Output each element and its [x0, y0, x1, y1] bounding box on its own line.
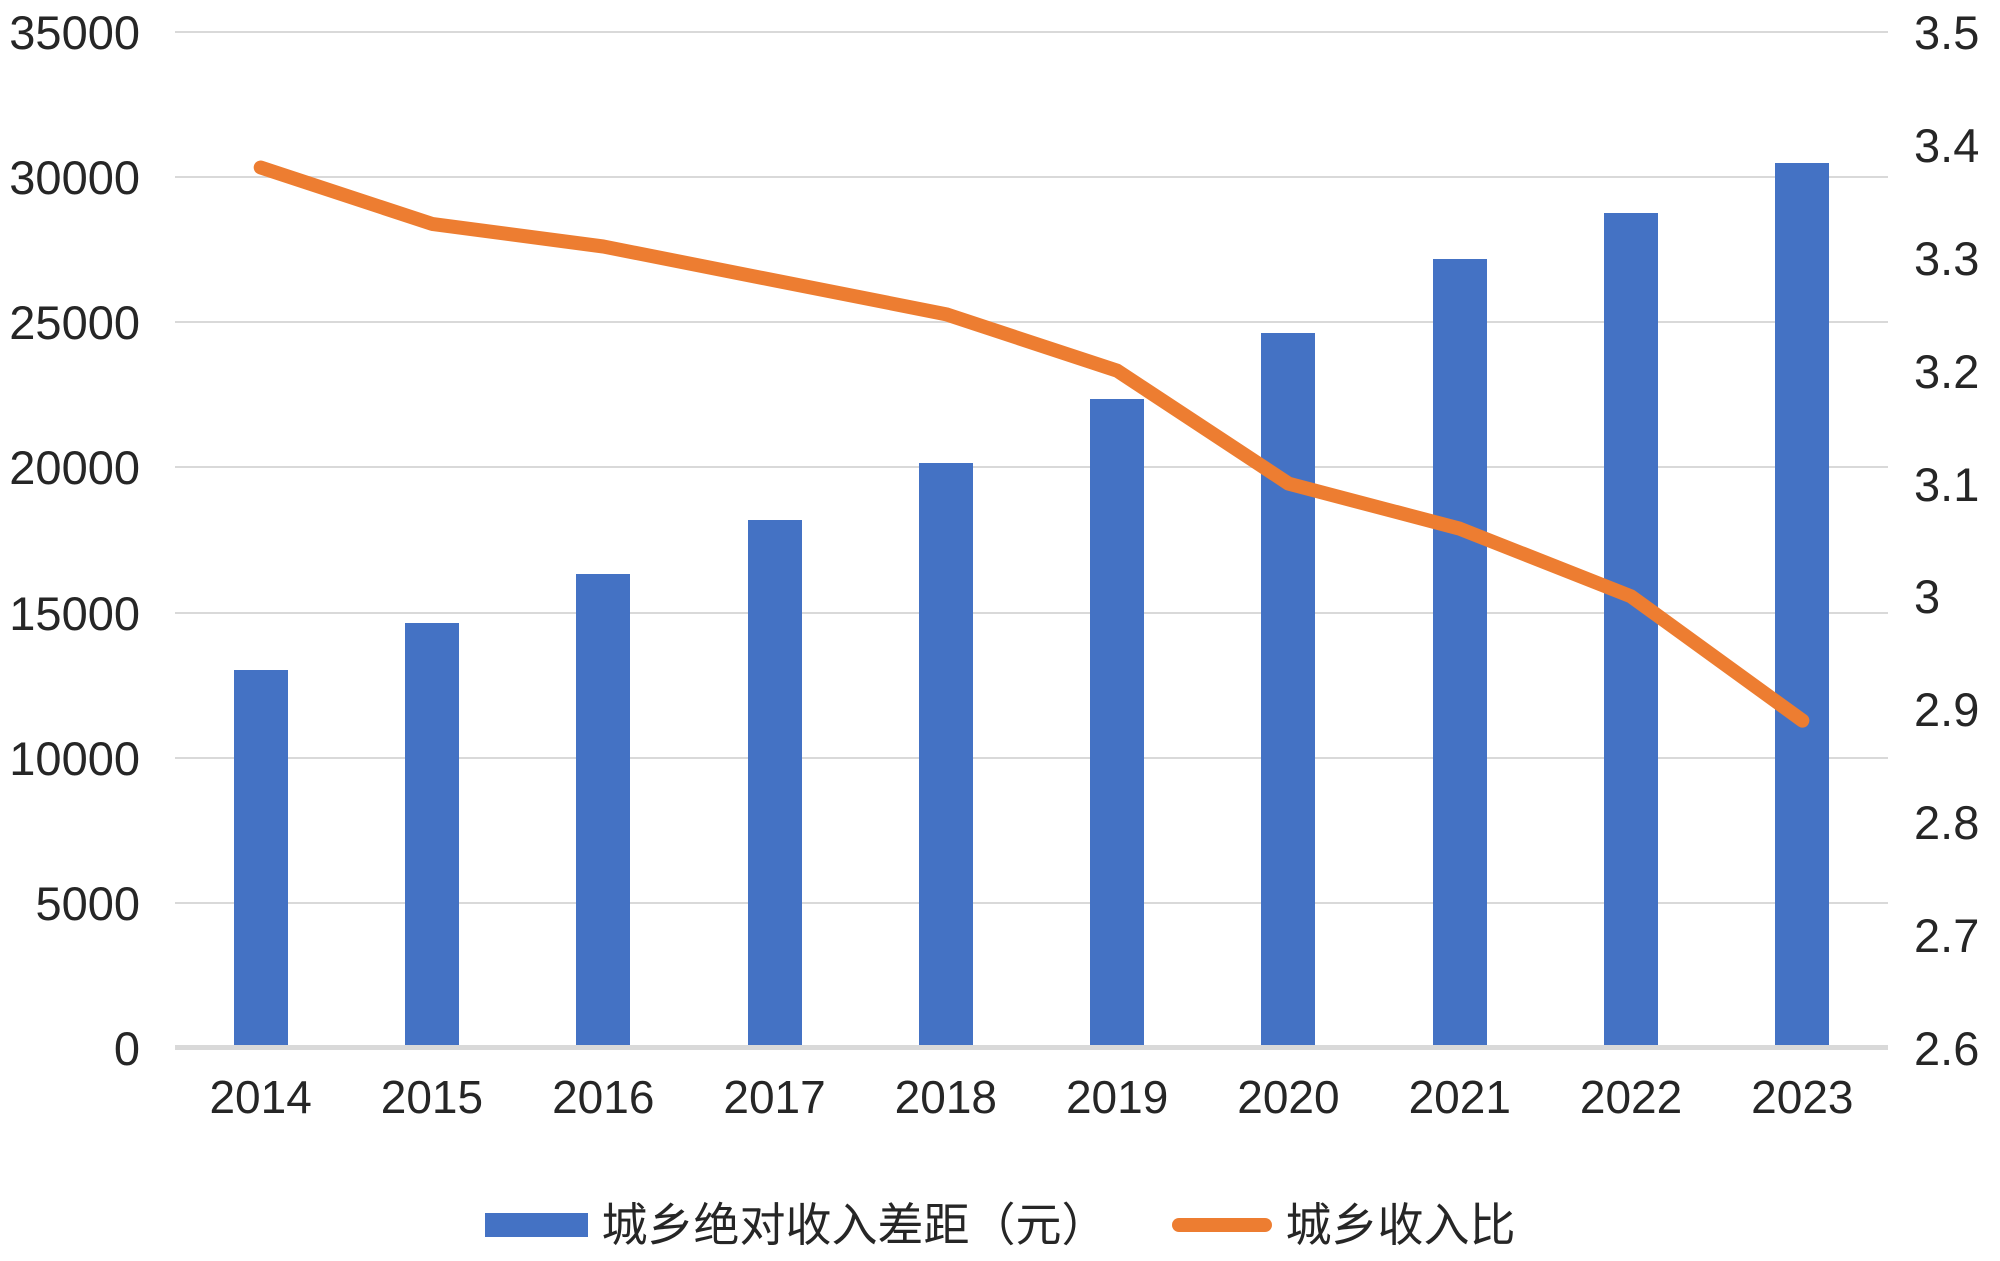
legend-label-income-ratio: 城乡收入比: [1285, 1199, 1516, 1251]
bar-2023: [1775, 162, 1830, 1048]
right-axis-tick-3.1: 3.1: [1914, 457, 1980, 511]
ratio-line-layer: [253, 160, 1810, 728]
legend-label-income-gap: 城乡绝对收入差距（元）: [601, 1199, 1108, 1251]
left-axis-tick-20000: 20000: [9, 441, 140, 495]
x-axis-tick-2019: 2019: [1065, 1071, 1169, 1123]
x-axis-tick-2023: 2023: [1751, 1071, 1854, 1123]
right-axis-tick-2.8: 2.8: [1914, 796, 1980, 850]
right-axis-tick-3.5: 3.5: [1914, 6, 1980, 59]
right-axis-tick-3: 3: [1914, 570, 1941, 624]
bar-2019: [1090, 398, 1145, 1048]
left-axis-tick-0: 0: [113, 1022, 140, 1075]
gridline-25000: [175, 321, 1888, 324]
gridline-20000: [175, 466, 1888, 469]
gridline-5000: [175, 901, 1888, 904]
legend-item-income-gap: 城乡绝对收入差距（元）: [484, 1198, 1108, 1252]
x-axis-tick-2020: 2020: [1237, 1071, 1340, 1123]
x-axis-tick-2015: 2015: [380, 1071, 484, 1123]
bar-2015: [404, 623, 459, 1048]
left-axis-tick-35000: 35000: [9, 6, 140, 59]
right-axis-tick-3.4: 3.4: [1914, 118, 1980, 172]
left-axis-tick-10000: 10000: [9, 731, 140, 785]
gridline-35000: [175, 31, 1888, 33]
x-axis-tick-2018: 2018: [894, 1071, 998, 1123]
left-axis-tick-15000: 15000: [9, 586, 140, 640]
legend-item-income-ratio: 城乡收入比: [1171, 1198, 1516, 1252]
bar-2016: [576, 573, 631, 1048]
gridline-30000: [175, 176, 1888, 179]
bar-2017: [747, 519, 802, 1048]
bar-2021: [1432, 259, 1487, 1048]
bar-2018: [918, 463, 973, 1048]
gridline-10000: [175, 756, 1888, 759]
x-axis-line: [175, 1045, 1888, 1050]
x-axis-tick-2021: 2021: [1408, 1071, 1511, 1123]
bar-2014: [233, 670, 288, 1048]
right-axis-tick-3.3: 3.3: [1914, 231, 1980, 285]
right-axis-tick-2.9: 2.9: [1914, 683, 1980, 737]
left-axis-tick-30000: 30000: [9, 151, 140, 205]
right-axis-tick-2.6: 2.6: [1914, 1022, 1980, 1075]
legend: 城乡绝对收入差距（元） 城乡收入比: [0, 1198, 2000, 1252]
x-axis-tick-2022: 2022: [1579, 1071, 1683, 1123]
x-axis-tick-2014: 2014: [209, 1071, 312, 1123]
x-axis-tick-2016: 2016: [552, 1071, 655, 1123]
line-series-swatch: [1171, 1218, 1272, 1232]
bar-2020: [1261, 333, 1316, 1048]
right-axis-tick-2.7: 2.7: [1914, 909, 1980, 963]
bar-series-swatch: [484, 1213, 588, 1237]
x-axis-tick-2017: 2017: [723, 1071, 826, 1123]
left-axis-tick-25000: 25000: [9, 296, 140, 350]
income-ratio-line: [253, 160, 1810, 728]
left-axis-tick-5000: 5000: [35, 876, 140, 930]
right-axis-tick-3.2: 3.2: [1914, 344, 1980, 398]
bar-2022: [1604, 212, 1659, 1048]
plot-area: [175, 31, 1888, 1050]
gridline-15000: [175, 611, 1888, 614]
